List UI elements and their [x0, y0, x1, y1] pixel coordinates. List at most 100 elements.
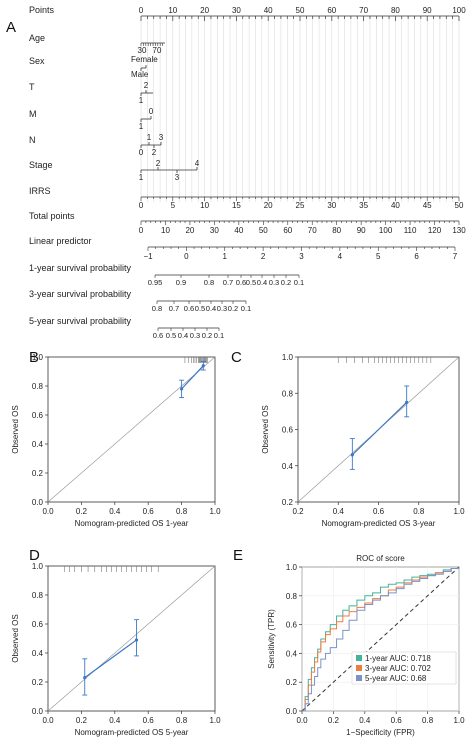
survival-5year-tick-label: 0.1 — [214, 331, 224, 340]
calibration-point — [134, 638, 139, 642]
y-tick-label: 0.2 — [286, 678, 298, 687]
n-tick-label: 3 — [159, 133, 164, 142]
nomogram-row-label: Total points — [29, 211, 75, 221]
survival-3year-tick-label: 0.4 — [206, 304, 216, 313]
nomogram-row-label: Linear predictor — [29, 236, 92, 246]
irrs-tick-label: 40 — [391, 201, 400, 210]
m-tick-label: 0 — [149, 107, 154, 116]
total-points-tick-label: 130 — [452, 226, 466, 235]
stage-tick-label: 3 — [175, 173, 180, 182]
x-tick-label: 1.0 — [453, 507, 465, 516]
survival-1year-tick-label: 0.8 — [204, 278, 214, 287]
calibration-point — [405, 400, 409, 404]
y-tick-label: 0.4 — [282, 462, 294, 471]
x-tick-label: 0.0 — [42, 507, 54, 516]
survival-3year-tick-label: 0.2 — [228, 304, 238, 313]
panel-letter-b: B — [29, 349, 39, 366]
y-axis-title: Sensitivity (TPR) — [267, 609, 276, 669]
y-tick-label: 0.6 — [32, 411, 44, 420]
x-tick-label: 1.0 — [209, 716, 221, 725]
y-tick-label: 0.0 — [32, 498, 44, 507]
legend-swatch — [356, 665, 362, 671]
y-tick-label: 0.8 — [282, 389, 294, 398]
calibration-point — [350, 453, 354, 457]
chance-diagonal-line — [301, 566, 460, 712]
nomogram-row-label: 5-year survival probability — [29, 316, 132, 326]
x-tick-label: 0.8 — [176, 716, 188, 725]
irrs-tick-label: 35 — [359, 201, 368, 210]
survival-1year-tick-label: 0.4 — [257, 278, 267, 287]
roc-title: ROC of score — [356, 554, 405, 563]
total-points-tick-label: 20 — [185, 226, 194, 235]
y-tick-label: 0.6 — [286, 621, 298, 630]
points-tick-label: 80 — [391, 6, 400, 15]
stage-tick-label: 1 — [139, 173, 144, 182]
panel-letter-d: D — [29, 547, 40, 564]
legend-box — [351, 651, 457, 685]
nomogram-row-label: T — [29, 82, 35, 92]
y-tick-label: 0.2 — [32, 678, 44, 687]
calibration-1year-panel: B 0.0 0.2 0.4 0.6 0.8 1.0 0.0 0.2 0.4 0.6 0.8 1.0 Nom… — [11, 349, 221, 528]
x-axis-title: 1−Specificity (FPR) — [346, 728, 415, 737]
irrs-tick-label: 45 — [423, 201, 432, 210]
points-tick-label: 30 — [232, 6, 241, 15]
survival-1year-tick-label: 0.95 — [148, 278, 163, 287]
x-tick-label: 0.2 — [76, 507, 88, 516]
y-tick-label: 0.0 — [286, 707, 298, 716]
legend-label: 3-year AUC: 0.702 — [365, 664, 431, 673]
n-tick-label: 0 — [139, 148, 144, 157]
survival-1year-tick-label: 0.3 — [269, 278, 279, 287]
calibration-3year-panel: C 0.2 0.4 0.6 0.8 1.0 0.2 0.4 0.6 0.8 1.0 Nomogram-… — [231, 349, 465, 528]
survival-3year-tick-label: 0.8 — [152, 304, 162, 313]
survival-5year-tick-label: 0.2 — [202, 331, 212, 340]
x-tick-label: 0.2 — [76, 716, 88, 725]
sex-tick-label: Female — [131, 55, 158, 64]
points-tick-label: 0 — [139, 6, 144, 15]
x-tick-label: 0.4 — [109, 507, 121, 516]
y-tick-label: 0.8 — [286, 592, 298, 601]
y-tick-label: 0.4 — [32, 440, 44, 449]
survival-5year-tick-label: 0.5 — [166, 331, 176, 340]
total-points-tick-label: 30 — [210, 226, 219, 235]
y-axis-title: Observed OS — [11, 614, 20, 662]
x-tick-label: 0.4 — [333, 507, 345, 516]
x-tick-label: 0.0 — [42, 716, 54, 725]
nomogram-row-label: N — [29, 135, 36, 145]
irrs-tick-label: 30 — [327, 201, 336, 210]
linear-predictor-tick-label: 7 — [453, 252, 458, 261]
survival-5year-tick-label: 0.3 — [190, 331, 200, 340]
y-tick-label: 1.0 — [286, 563, 298, 572]
x-axis-title: Nomogram-predicted OS 1-year — [75, 519, 189, 528]
roc-curve — [302, 567, 460, 712]
total-points-tick-label: 40 — [234, 226, 243, 235]
survival-1year-tick-label: 0.6 — [236, 278, 246, 287]
y-tick-label: 0.2 — [282, 498, 294, 507]
linear-predictor-tick-label: 2 — [261, 252, 266, 261]
panel-letter-a: A — [6, 19, 16, 36]
calibration-line — [351, 401, 408, 456]
nomogram-row-label: IRRS — [29, 186, 51, 196]
y-tick-label: 1.0 — [32, 562, 44, 571]
total-points-tick-label: 80 — [332, 226, 341, 235]
points-tick-label: 50 — [296, 6, 305, 15]
nomogram-row-label: 1-year survival probability — [29, 263, 132, 273]
survival-1year-tick-label: 0.1 — [294, 278, 304, 287]
survival-5year-tick-label: 0.6 — [153, 331, 163, 340]
total-points-tick-label: 0 — [139, 226, 144, 235]
x-tick-label: 0.4 — [109, 716, 121, 725]
irrs-tick-label: 50 — [455, 201, 464, 210]
nomogram-row-label: Points — [29, 5, 55, 15]
survival-1year-tick-label: 0.5 — [246, 278, 256, 287]
calibration-point — [83, 676, 87, 680]
y-tick-label: 0.0 — [32, 707, 44, 716]
points-tick-label: 40 — [264, 6, 273, 15]
y-tick-label: 0.2 — [32, 469, 44, 478]
total-points-tick-label: 10 — [161, 226, 170, 235]
plot-frame — [47, 356, 216, 503]
irrs-tick-label: 10 — [200, 201, 209, 210]
total-points-tick-label: 100 — [379, 226, 393, 235]
y-tick-label: 1.0 — [282, 353, 294, 362]
nomogram-row-label: Age — [29, 33, 45, 43]
x-tick-label: 0.0 — [296, 716, 308, 725]
